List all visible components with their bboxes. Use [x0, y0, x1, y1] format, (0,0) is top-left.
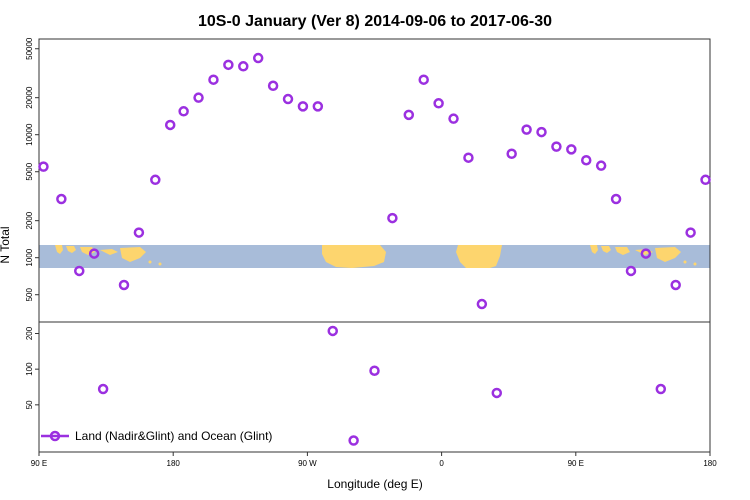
legend-label: Land (Nadir&Glint) and Ocean (Glint) — [75, 429, 272, 443]
data-point — [580, 154, 592, 166]
data-point — [387, 212, 398, 224]
data-point — [521, 124, 532, 135]
data-point — [150, 174, 161, 186]
data-point — [208, 74, 219, 85]
data-point — [610, 193, 622, 205]
data-point — [282, 93, 294, 105]
data-point — [403, 109, 415, 121]
data-point — [327, 325, 338, 337]
data-point — [267, 80, 279, 92]
data-point — [433, 98, 444, 109]
x-tick-label: 0 — [439, 459, 444, 468]
data-point — [463, 152, 474, 163]
data-point — [118, 279, 130, 291]
data-point — [88, 248, 100, 259]
y-tick-label-upper: 5000 — [25, 162, 34, 180]
data-point — [670, 279, 681, 291]
legend-marker — [49, 430, 61, 442]
data-point — [56, 193, 67, 205]
data-point — [506, 148, 517, 160]
data-point — [551, 141, 562, 152]
data-point — [418, 74, 429, 85]
land-masses — [55, 245, 697, 268]
data-point — [566, 144, 577, 155]
data-point — [193, 92, 204, 103]
x-axis-label: Longitude (deg E) — [327, 477, 422, 491]
data-point — [238, 61, 249, 72]
data-point — [223, 59, 234, 71]
lower-panel-frame — [38, 321, 711, 453]
y-tick-label-upper: 1000 — [25, 248, 34, 266]
data-point — [178, 106, 189, 117]
chart-title: 10S-0 January (Ver 8) 2014-09-06 to 2017… — [198, 13, 552, 30]
y-tick-label-lower: 50 — [25, 400, 34, 409]
data-point — [252, 52, 264, 64]
data-point — [312, 101, 324, 112]
data-point — [476, 298, 488, 310]
upper-panel-frame — [38, 38, 711, 323]
x-tick-label: 180 — [167, 459, 181, 468]
y-axis-lower: 50 100 200 — [25, 326, 39, 409]
data-point — [448, 113, 459, 124]
x-tick-label: 180 — [703, 459, 717, 468]
x-tick-label: 90 E — [31, 459, 47, 468]
data-point — [655, 383, 667, 395]
y-tick-label-upper: 500 — [25, 287, 34, 301]
x-tick-label: 90 E — [568, 459, 584, 468]
data-point — [133, 227, 145, 238]
data-point — [700, 174, 711, 186]
y-axis-label: N Total — [0, 226, 12, 263]
data-point — [369, 365, 380, 376]
data-point — [625, 265, 637, 277]
data-point — [491, 387, 503, 399]
x-axis: 90 E 180 90 W 0 90 E 180 — [31, 452, 717, 468]
data-point — [164, 119, 176, 131]
y-tick-label-upper: 2000 — [25, 211, 34, 229]
y-tick-label-upper: 20000 — [25, 86, 34, 109]
y-axis-upper: 500 1000 2000 5000 10000 20000 50000 — [25, 37, 39, 301]
y-tick-label-lower: 100 — [25, 362, 34, 376]
data-point — [685, 227, 696, 238]
data-point — [297, 101, 309, 112]
data-point — [74, 265, 85, 277]
data-point — [536, 126, 547, 138]
data-point — [640, 248, 652, 259]
world-map-band — [39, 245, 710, 268]
data-point — [348, 435, 359, 446]
data-points — [38, 52, 711, 446]
x-tick-label: 90 W — [298, 459, 317, 468]
data-point — [38, 161, 49, 172]
y-tick-label-lower: 200 — [25, 326, 34, 340]
data-point — [97, 383, 109, 395]
legend: Land (Nadir&Glint) and Ocean (Glint) — [41, 429, 272, 443]
y-tick-label-upper: 50000 — [25, 37, 34, 60]
y-tick-label-upper: 10000 — [25, 123, 34, 146]
data-point — [595, 160, 607, 171]
